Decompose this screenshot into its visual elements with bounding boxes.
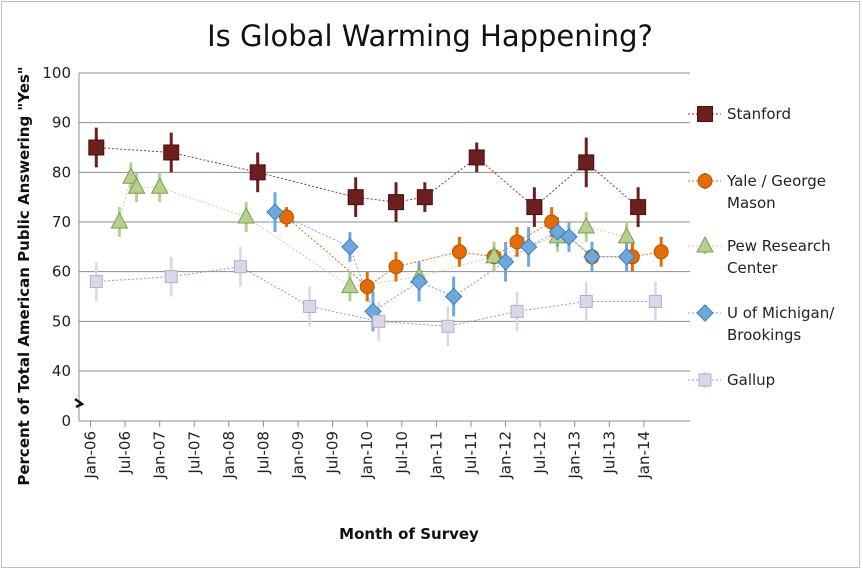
gallup-point: [303, 299, 317, 313]
gallup-legend-label: Gallup: [727, 371, 775, 389]
pew-point: [617, 226, 636, 244]
umich-brookings-point: [519, 238, 538, 256]
stanford-point: [526, 199, 543, 216]
stanford-point: [416, 189, 433, 206]
umich-brookings-point: [617, 248, 636, 266]
y-tick-label: 60: [52, 263, 71, 281]
stanford-point: [578, 154, 595, 171]
gallup-point: [89, 275, 103, 289]
y-tick-label: 70: [52, 213, 71, 231]
umich-brookings-legend-label: U of Michigan/Brookings: [727, 304, 835, 344]
x-tick-label: Jan-07: [151, 431, 169, 480]
umich-brookings-point: [266, 203, 284, 221]
x-axis-label: Month of Survey: [339, 525, 479, 543]
yale-george-mason-point: [388, 259, 404, 275]
yale-george-mason-line: [286, 216, 662, 288]
pew-point: [127, 177, 146, 194]
gallup-legend-marker: [698, 373, 712, 387]
yale-george-mason-point: [653, 244, 669, 260]
umich-brookings-point: [560, 228, 578, 246]
yale-george-mason-point: [451, 244, 467, 260]
stanford-point: [347, 189, 364, 206]
yale-george-mason-point: [279, 209, 295, 225]
stanford-point: [630, 199, 647, 216]
pew-point: [150, 177, 169, 194]
x-tick-labels: Jan-06 Jul-06 Jan-07 Jul-07 Jan-08 Jul-08 Jan-…: [82, 431, 653, 480]
y-tick-label: 40: [52, 362, 71, 380]
x-tick-label: Jan-06: [82, 431, 100, 480]
y-tick-label: 0: [61, 412, 71, 430]
x-tick-label: Jul-11: [462, 431, 480, 475]
x-tick-label: Jan-12: [497, 431, 515, 480]
pew-legend-label: Pew Research Center: [727, 237, 831, 277]
umich-brookings-point: [496, 253, 515, 271]
stanford-point: [468, 149, 485, 166]
x-tick-label: Jul-13: [600, 431, 618, 475]
x-tick-label: Jul-12: [531, 431, 549, 475]
y-tick-label: 80: [52, 163, 71, 181]
pew-point: [110, 211, 129, 229]
stanford-legend-label: Stanford: [727, 105, 791, 123]
x-tick-label: Jul-08: [254, 431, 272, 475]
x-tick-label: Jan-10: [358, 431, 376, 480]
gridlines: [79, 72, 690, 372]
stanford-legend-marker: [697, 106, 713, 122]
y-tick-labels: 0 40 50 60 70 80 90 100: [42, 64, 71, 430]
pew-point: [237, 206, 255, 224]
stanford-point: [388, 194, 405, 211]
y-tick-label: 50: [52, 312, 71, 330]
x-tick-label: Jul-07: [185, 431, 203, 475]
gallup-point: [372, 314, 386, 328]
umich-brookings-point: [444, 287, 463, 306]
yale-george-mason-point: [359, 279, 375, 295]
gallup-point: [233, 260, 247, 274]
x-tick-label: Jan-14: [635, 431, 653, 480]
gallup-point: [648, 294, 662, 308]
pew-point: [341, 276, 359, 294]
series-markers: [88, 139, 669, 333]
umich-brookings-point: [410, 272, 428, 291]
stanford-point: [163, 144, 180, 161]
yale-george-mason-legend-marker: [697, 173, 713, 189]
x-tick-label: Jul-10: [393, 431, 411, 475]
y-tick-label: 100: [42, 64, 71, 82]
stanford-line: [96, 147, 639, 208]
yale-george-mason-legend-label: Yale / George Mason: [726, 172, 826, 212]
umich-brookings-point: [583, 248, 601, 266]
pew-point: [485, 246, 503, 264]
pew-point: [122, 167, 140, 184]
x-tick-label: Jan-13: [566, 431, 584, 480]
x-tick-label: Jul-09: [324, 431, 342, 475]
gallup-point: [164, 270, 178, 284]
gallup-point: [441, 319, 455, 333]
x-tick-label: Jul-06: [116, 431, 134, 475]
gallup-point: [510, 304, 524, 318]
y-tick-label: 90: [52, 114, 71, 132]
chart-title: Is Global Warming Happening?: [207, 19, 653, 53]
x-tick-label: Jan-11: [427, 431, 445, 480]
yale-george-mason-point: [509, 234, 525, 250]
pew-point: [577, 216, 596, 234]
x-tick-label: Jan-08: [220, 431, 238, 480]
gallup-point: [579, 294, 593, 308]
y-axis-label: Percent of Total American Public Answeri…: [15, 66, 33, 485]
stanford-point: [88, 139, 105, 156]
axes: [74, 73, 690, 427]
pew-legend-marker: [696, 235, 714, 253]
stanford-point: [249, 164, 266, 181]
umich-brookings-legend-marker: [696, 304, 714, 322]
legend: Stanford Yale / George Mason Pew Research Ce…: [688, 105, 835, 389]
x-tick-label: Jan-09: [289, 431, 307, 480]
axis-break-mark: [74, 397, 85, 409]
umich-brookings-point: [341, 238, 359, 256]
